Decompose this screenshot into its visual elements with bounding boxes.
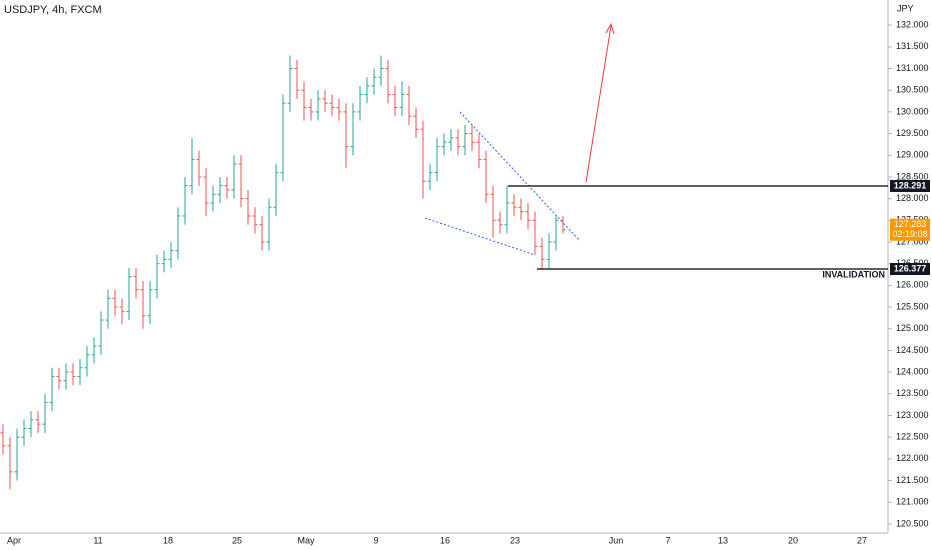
y-tick-label: 126.000 xyxy=(896,280,929,290)
x-tick-label: 16 xyxy=(440,535,450,545)
y-tick-label: 124.000 xyxy=(896,366,929,376)
x-tick-label: Apr xyxy=(7,535,21,545)
x-tick-label: 7 xyxy=(665,535,670,545)
x-tick-label: May xyxy=(297,535,315,545)
x-tick-label: 20 xyxy=(788,535,798,545)
x-tick-label: 23 xyxy=(510,535,520,545)
y-tick-label: 125.500 xyxy=(896,301,929,311)
x-tick-label: 25 xyxy=(232,535,242,545)
x-tick-label: 13 xyxy=(718,535,728,545)
y-tick-label: 130.000 xyxy=(896,106,929,116)
y-tick-label: 130.500 xyxy=(896,85,929,95)
y-tick-label: 129.000 xyxy=(896,150,929,160)
y-tick-label: 128.000 xyxy=(896,193,929,203)
level-annotation: INVALIDATION xyxy=(822,269,885,279)
y-tick-label: 131.000 xyxy=(896,63,929,73)
y-tick-label: 128.500 xyxy=(896,171,929,181)
x-tick-label: Jun xyxy=(609,535,624,545)
x-tick-label: 27 xyxy=(857,535,867,545)
y-tick-label: 132.000 xyxy=(896,20,929,30)
last-price-badge xyxy=(890,218,930,241)
y-tick-label: 123.500 xyxy=(896,388,929,398)
plot-area xyxy=(0,55,566,490)
y-tick-label: 124.500 xyxy=(896,345,929,355)
y-tick-label: 123.000 xyxy=(896,410,929,420)
trend-line xyxy=(459,111,581,242)
y-tick-label: 122.000 xyxy=(896,453,929,463)
countdown: 02:19:08 xyxy=(892,229,927,239)
arrow-line xyxy=(585,25,612,183)
chart-title: USDJPY, 4h, FXCM xyxy=(4,4,102,16)
level-badge xyxy=(890,180,930,193)
y-tick-label: 120.500 xyxy=(896,518,929,528)
last-price-label: 127.283 xyxy=(894,219,927,229)
y-tick-label: 129.500 xyxy=(896,128,929,138)
y-tick-label: 125.000 xyxy=(896,323,929,333)
y-tick-label: 127.000 xyxy=(896,236,929,246)
x-tick-label: 11 xyxy=(93,535,102,545)
arrow-head xyxy=(605,22,615,35)
level-label: 128.291 xyxy=(894,180,927,190)
y-tick-label: 121.500 xyxy=(896,475,929,485)
axis-unit: JPY xyxy=(897,3,914,13)
trend-line xyxy=(424,217,536,256)
y-tick-label: 131.500 xyxy=(896,41,929,51)
y-tick-label: 121.000 xyxy=(896,497,929,507)
x-tick-label: 18 xyxy=(163,535,173,545)
level-label: 126.377 xyxy=(894,263,927,273)
y-tick-label: 122.500 xyxy=(896,432,929,442)
level-badge xyxy=(890,263,930,276)
x-tick-label: 9 xyxy=(373,535,378,545)
